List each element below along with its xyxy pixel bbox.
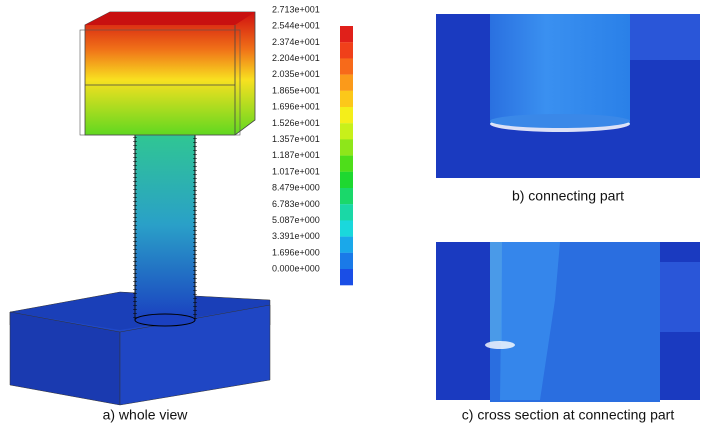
figure: 2.713e+001 2.544e+001 2.374e+001 2.204e+001…: [0, 0, 709, 435]
cross-section-view: [436, 242, 700, 402]
legend-swatch: [340, 139, 353, 155]
legend-swatch: [340, 156, 353, 172]
legend-swatch: [340, 42, 353, 58]
legend-label: 2.544e+001: [272, 21, 320, 31]
legend-label: 2.035e+001: [272, 69, 320, 79]
legend-label: 1.357e+001: [272, 134, 320, 144]
legend-label: 6.783e+000: [272, 199, 320, 209]
caption: c) cross section at connecting part: [462, 407, 675, 423]
legend-label: 1.017e+001: [272, 166, 320, 176]
legend-swatch: [340, 204, 353, 220]
legend-swatch: [340, 220, 353, 236]
connecting-part-view: [436, 14, 700, 178]
legend-swatch: [340, 237, 353, 253]
legend-label: 1.696e+001: [272, 102, 320, 112]
legend-label: 2.204e+001: [272, 53, 320, 63]
legend-label: 1.187e+001: [272, 150, 320, 160]
legend-label: 2.713e+001: [272, 4, 320, 14]
legend-swatch: [340, 269, 353, 285]
legend-label: 5.087e+000: [272, 215, 320, 225]
legend-swatch: [340, 26, 353, 42]
caption: b) connecting part: [512, 188, 624, 204]
legend-label: 1.696e+000: [272, 247, 320, 257]
legend-swatch: [340, 75, 353, 91]
legend-swatch: [340, 107, 353, 123]
legend-swatch: [340, 172, 353, 188]
whole-view: [10, 12, 270, 405]
legend-label: 1.865e+001: [272, 85, 320, 95]
legend-label: 0.000e+000: [272, 264, 320, 274]
legend-swatch: [340, 91, 353, 107]
legend-swatch: [340, 58, 353, 74]
legend-label: 2.374e+001: [272, 37, 320, 47]
legend-swatch: [340, 123, 353, 139]
legend-swatch: [340, 188, 353, 204]
legend-label: 8.479e+000: [272, 183, 320, 193]
legend-label: 1.526e+001: [272, 118, 320, 128]
caption: a) whole view: [103, 407, 189, 423]
legend-label: 3.391e+000: [272, 231, 320, 241]
color-legend: 2.713e+001 2.544e+001 2.374e+001 2.204e+001…: [272, 4, 353, 285]
legend-swatch: [340, 253, 353, 269]
